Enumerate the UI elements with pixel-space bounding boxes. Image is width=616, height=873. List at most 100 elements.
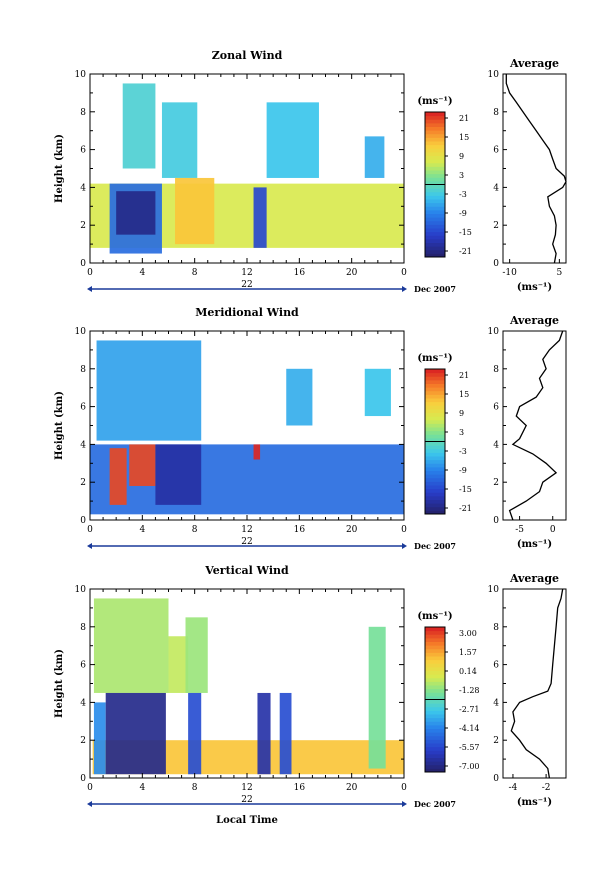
colorbar-tick-label: 0.14: [459, 667, 477, 676]
average-y-tick-label: 8: [493, 108, 499, 118]
x-tick-label: 0: [401, 783, 407, 793]
average-y-tick-label: 6: [493, 403, 499, 413]
colorbar-swatch: [425, 674, 445, 679]
colorbar-tick-label: 21: [459, 114, 469, 123]
colorbar-swatch: [425, 634, 445, 639]
average-y-tick-label: 10: [488, 70, 500, 80]
colorbar-swatch: [425, 703, 445, 708]
x-tick-label: 0: [87, 525, 93, 535]
colorbar-tick-label: -15: [459, 485, 472, 494]
x-tick-label: 20: [346, 525, 358, 535]
colorbar-swatch: [425, 688, 445, 693]
colorbar-swatch: [425, 235, 445, 240]
x-tick-label: 20: [346, 783, 358, 793]
colorbar-tick-label: -15: [459, 228, 472, 237]
x-tick-label: 0: [87, 268, 93, 278]
x-tick-label: 16: [294, 268, 306, 278]
x-tick-label: 12: [241, 268, 252, 278]
average-y-tick-label: 0: [493, 516, 499, 526]
average-title: Average: [509, 572, 559, 585]
colorbar-swatch: [425, 398, 445, 403]
colorbar-swatch: [425, 144, 445, 149]
heatmap: [90, 340, 404, 515]
colorbar-swatch: [425, 441, 445, 446]
colorbar-swatch: [425, 761, 445, 766]
colorbar-swatch: [425, 463, 445, 468]
colorbar-swatch: [425, 630, 445, 635]
average-x-label: (ms⁻¹): [517, 539, 552, 550]
colorbar-swatch: [425, 488, 445, 493]
day-bar-arrow-right: [402, 286, 407, 292]
colorbar-tick-label: 15: [459, 133, 469, 142]
colorbar-swatch: [425, 231, 445, 236]
colorbar-swatch: [425, 151, 445, 156]
colorbar-swatch: [425, 209, 445, 214]
colorbar-swatch: [425, 648, 445, 653]
colorbar-swatch: [425, 466, 445, 471]
colorbar-swatch: [425, 459, 445, 464]
heatmap: [92, 598, 404, 775]
colorbar-swatch: [425, 155, 445, 160]
colorbar-swatch: [425, 126, 445, 131]
colorbar-swatch: [425, 408, 445, 413]
average-y-tick-label: 2: [493, 478, 499, 488]
heatmap-cell: [279, 692, 292, 775]
colorbar-swatch: [425, 122, 445, 127]
colorbar-swatch: [425, 641, 445, 646]
colorbar-swatch: [425, 652, 445, 657]
average-x-label: (ms⁻¹): [517, 282, 552, 293]
average-y-tick-label: 10: [488, 327, 500, 337]
colorbar-swatch: [425, 405, 445, 410]
heatmap-cell: [253, 187, 267, 248]
date-label: Dec 2007: [414, 541, 456, 551]
colorbar-swatch: [425, 253, 445, 258]
heatmap-cell: [185, 617, 208, 693]
colorbar-swatch: [425, 217, 445, 222]
x-tick-label: 4: [139, 783, 145, 793]
colorbar-swatch: [425, 437, 445, 442]
colorbar-tick-label: 1.57: [459, 648, 477, 657]
colorbar-swatch: [425, 416, 445, 421]
colorbar-swatch: [425, 130, 445, 135]
heatmap-cell: [364, 368, 391, 417]
average-title: Average: [509, 57, 559, 70]
colorbar-swatch: [425, 430, 445, 435]
colorbar-swatch: [425, 637, 445, 642]
colorbar-swatch: [425, 242, 445, 247]
colorbar-swatch: [425, 710, 445, 715]
x-tick-label: 20: [346, 268, 358, 278]
y-tick-label: 4: [80, 698, 86, 708]
colorbar-swatch: [425, 401, 445, 406]
heatmap-cell: [161, 102, 198, 178]
colorbar-swatch: [425, 434, 445, 439]
colorbar-swatch: [425, 627, 445, 632]
panel-title: Zonal Wind: [212, 49, 283, 62]
colorbar-swatch: [425, 137, 445, 142]
colorbar-swatch: [425, 445, 445, 450]
y-tick-label: 6: [80, 403, 86, 413]
x-tick-label: 0: [401, 525, 407, 535]
colorbar-swatch: [425, 177, 445, 182]
y-tick-label: 4: [80, 183, 86, 193]
heatmap-cell: [116, 191, 156, 235]
y-tick-label: 10: [75, 327, 87, 337]
average-y-tick-label: 2: [493, 736, 499, 746]
colorbar-tick-label: -7.00: [459, 762, 480, 771]
average-x-tick-label: 0: [550, 525, 556, 535]
y-tick-label: 8: [80, 108, 86, 118]
x-tick-label: 8: [192, 783, 198, 793]
colorbar-swatch: [425, 238, 445, 243]
colorbar-swatch: [425, 369, 445, 374]
colorbar-tick-label: -3: [459, 190, 467, 199]
x-tick-label: 8: [192, 268, 198, 278]
heatmap-cell: [129, 444, 156, 486]
colorbar-swatch: [425, 184, 445, 189]
heatmap-cell: [93, 702, 106, 775]
day-label: 22: [241, 795, 252, 805]
colorbar-swatch: [425, 419, 445, 424]
y-tick-label: 4: [80, 440, 86, 450]
heatmap-cell: [188, 692, 202, 775]
colorbar-swatch: [425, 746, 445, 751]
average-profile-line: [505, 74, 567, 264]
